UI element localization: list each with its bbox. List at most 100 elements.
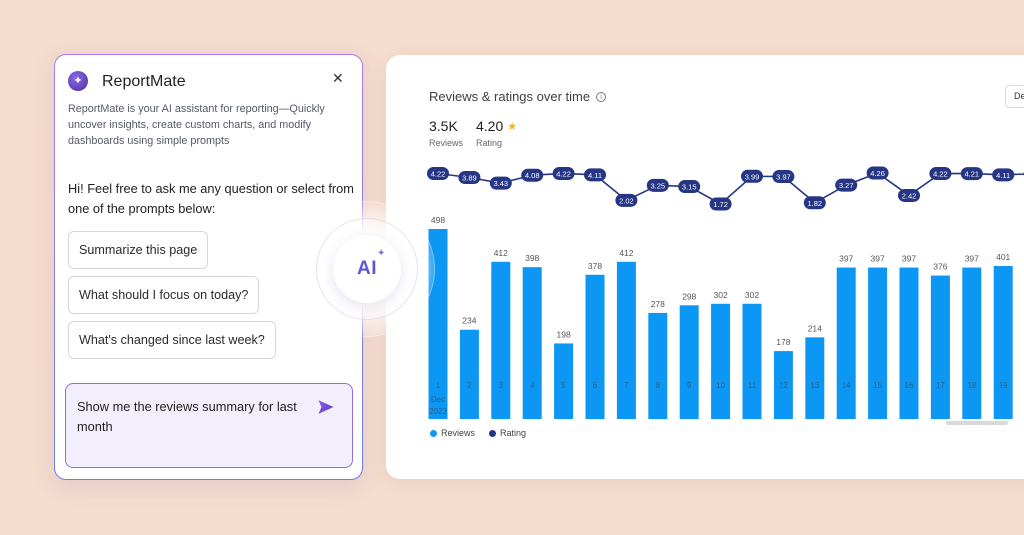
- reviews-bar: [773, 351, 793, 419]
- reviews-bar: [554, 343, 574, 419]
- rating-point-badge: [458, 171, 481, 185]
- x-tick-label: 8: [656, 381, 661, 390]
- reviews-bar: [679, 305, 699, 419]
- rating-value-label: 3.27: [839, 181, 854, 190]
- x-tick-label: 2: [467, 381, 472, 390]
- rating-value-label: 4.22: [431, 169, 446, 178]
- close-icon[interactable]: ✕: [332, 71, 344, 87]
- x-tick-label: 13: [810, 381, 819, 390]
- bar-value-label: 498: [431, 215, 445, 225]
- bar-value-label: 302: [745, 290, 759, 300]
- rating-point-badge: [521, 168, 544, 182]
- rating-point-badge: [929, 166, 952, 180]
- bar-value-label: 412: [494, 248, 508, 258]
- reviews-bar: [491, 261, 511, 419]
- rating-value-label: 2.02: [619, 196, 634, 205]
- bar-value-label: 178: [776, 337, 790, 347]
- bar-value-label: 412: [619, 248, 633, 258]
- bar-value-label: 397: [965, 254, 979, 264]
- rating-stat-label: Rating: [476, 138, 503, 148]
- x-tick-label-extra: Dec: [431, 395, 445, 404]
- legend-dot-rating: [489, 429, 497, 437]
- reviews-bar: [616, 261, 636, 419]
- legend-label-reviews: Reviews: [441, 428, 476, 438]
- bar-value-label: 398: [525, 253, 539, 263]
- prompt-summarize-page[interactable]: Summarize this page: [68, 231, 209, 269]
- reviews-stat: 3.5K Reviews: [429, 118, 463, 148]
- bar-value-label: 298: [682, 291, 696, 301]
- message-input[interactable]: Show me the reviews summary for last mon…: [77, 399, 297, 434]
- reviews-bar: [899, 267, 919, 419]
- reviews-bar: [868, 267, 888, 419]
- chart-title-row: Reviews & ratings over time i: [429, 89, 607, 104]
- rating-point-badge: [835, 178, 858, 192]
- rating-stat: 4.20 ★ Rating: [476, 118, 517, 148]
- reviews-bar: [522, 267, 542, 419]
- x-tick-label: 6: [593, 381, 598, 390]
- bar-value-label: 214: [808, 323, 822, 333]
- rating-point-badge: [678, 180, 701, 194]
- reviews-bar: [648, 312, 668, 419]
- prompt-focus-today[interactable]: What should I focus on today?: [68, 276, 260, 314]
- x-tick-label-extra: 2023: [429, 407, 447, 416]
- bar-value-label: 376: [933, 262, 947, 272]
- reviews-bar: [962, 267, 982, 419]
- rating-point-badge: [615, 193, 638, 207]
- reviews-bar: [459, 329, 479, 419]
- rating-value-label: 1.72: [713, 200, 728, 209]
- prompt-changed-since-last-week[interactable]: What's changed since last week?: [68, 321, 276, 359]
- send-icon[interactable]: [317, 398, 335, 416]
- ai-orb-core: AI ✦: [333, 235, 401, 303]
- rating-value-label: 3.97: [776, 173, 791, 182]
- rating-stat-value: 4.20: [476, 118, 504, 134]
- x-tick-label: 19: [999, 381, 1008, 390]
- rating-value-label: 2.42: [902, 191, 917, 200]
- rating-value-label: 3.25: [650, 181, 665, 190]
- legend-item-rating[interactable]: Rating: [489, 428, 526, 438]
- x-tick-label: 15: [873, 381, 882, 390]
- chart-title: Reviews & ratings over time: [429, 89, 591, 104]
- rating-value-label: 4.21: [964, 170, 979, 179]
- assistant-greeting: Hi! Feel free to ask me any question or …: [68, 181, 354, 216]
- x-tick-label: 11: [748, 381, 757, 390]
- rating-point-badge: [584, 168, 606, 182]
- sparkle-icon: ✦: [377, 248, 386, 259]
- rating-point-badge: [552, 166, 575, 180]
- rating-value-label: 4.22: [933, 169, 948, 178]
- message-composer[interactable]: Show me the reviews summary for last mon…: [65, 383, 353, 468]
- legend-item-reviews[interactable]: Reviews: [430, 428, 475, 438]
- rating-point-badge: [898, 188, 920, 202]
- rating-point-badge: [803, 196, 826, 210]
- rating-point-badge: [992, 168, 1015, 182]
- assistant-title: ReportMate: [102, 73, 186, 90]
- reviews-ratings-chart: 498 1 234 2 412 3 398 4 198 5 378 6 412 7 278 8 298 9 302 1…: [427, 166, 1024, 419]
- reviews-bar: [993, 266, 1013, 419]
- x-tick-label: 16: [905, 381, 914, 390]
- ai-orb-button[interactable]: AI ✦: [300, 202, 434, 336]
- date-range-select[interactable]: Dec: [1005, 85, 1024, 108]
- rating-value-label: 4.22: [556, 169, 571, 178]
- reviews-stat-value: 3.5K: [429, 118, 458, 134]
- x-tick-label: 3: [499, 381, 504, 390]
- rating-point-badge: [427, 166, 449, 180]
- rating-value-label: 3.99: [745, 172, 760, 181]
- rating-point-badge: [646, 178, 669, 192]
- reviews-chart-card: Reviews & ratings over time i Dec 3.5K R…: [386, 55, 1024, 479]
- rating-value-label: 4.11: [996, 171, 1010, 180]
- info-icon[interactable]: i: [596, 91, 607, 102]
- rating-point-badge: [489, 176, 512, 190]
- rating-value-label: 4.08: [525, 171, 540, 180]
- reviews-bar: [742, 303, 762, 419]
- x-tick-label: 5: [561, 381, 566, 390]
- bar-value-label: 401: [996, 252, 1010, 262]
- rating-point-badge: [709, 197, 732, 211]
- rating-point-badge: [960, 167, 983, 181]
- bar-value-label: 397: [839, 254, 853, 264]
- ai-orb-label: AI: [357, 258, 377, 279]
- chart-scrollbar[interactable]: [946, 421, 1008, 425]
- rating-value-label: 3.43: [493, 179, 508, 188]
- x-tick-label: 9: [687, 381, 692, 390]
- bar-value-label: 278: [651, 299, 665, 309]
- reviews-bar: [836, 267, 856, 419]
- legend-label-rating: Rating: [500, 428, 527, 438]
